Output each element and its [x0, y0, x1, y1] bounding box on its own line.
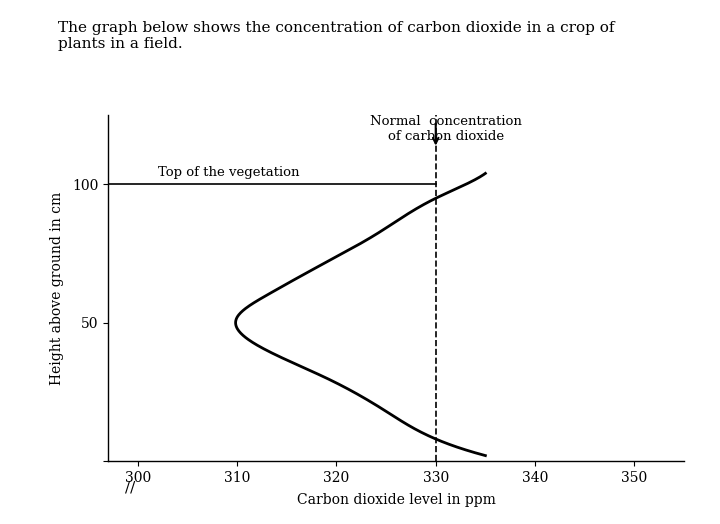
Text: Top of the vegetation: Top of the vegetation [158, 166, 299, 179]
Text: //: // [125, 481, 135, 495]
Y-axis label: Height above ground in cm: Height above ground in cm [50, 192, 63, 385]
X-axis label: Carbon dioxide level in ppm: Carbon dioxide level in ppm [297, 493, 495, 507]
Text: Normal  concentration
of carbon dioxide: Normal concentration of carbon dioxide [369, 115, 521, 143]
Text: The graph below shows the concentration of carbon dioxide in a crop of
plants in: The graph below shows the concentration … [58, 21, 614, 51]
